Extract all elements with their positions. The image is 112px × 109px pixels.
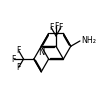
Text: F: F — [49, 23, 53, 32]
Text: F: F — [59, 23, 63, 32]
Text: NH₂: NH₂ — [81, 36, 96, 45]
Text: F: F — [54, 22, 58, 31]
Text: F: F — [17, 63, 21, 72]
Text: F: F — [12, 54, 16, 64]
Text: F: F — [17, 46, 21, 55]
Text: N: N — [39, 48, 45, 57]
